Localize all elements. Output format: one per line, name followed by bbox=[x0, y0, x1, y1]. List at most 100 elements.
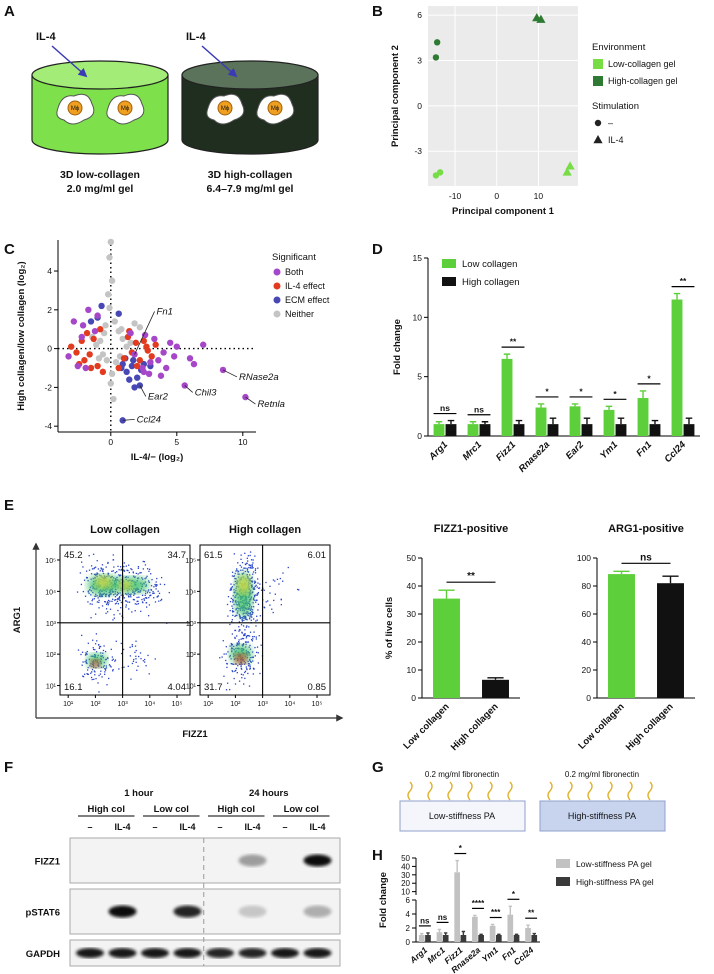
legend-swatch bbox=[273, 282, 281, 290]
density-dot bbox=[93, 567, 96, 569]
density-dot bbox=[92, 598, 94, 600]
density-dot bbox=[234, 629, 237, 632]
density-dot bbox=[241, 677, 243, 679]
density-dot bbox=[117, 603, 120, 605]
density-dot bbox=[245, 635, 248, 638]
fibronectin bbox=[407, 781, 513, 801]
density-dot bbox=[160, 598, 163, 601]
density-dot bbox=[250, 619, 252, 621]
legend-label: Both bbox=[285, 267, 304, 277]
point bbox=[65, 353, 72, 360]
density-dot bbox=[229, 656, 231, 658]
point bbox=[562, 167, 572, 176]
density-dot bbox=[90, 672, 92, 674]
x-tick-label: Ccl24 bbox=[662, 439, 688, 465]
x-tick-label: 10⁴ bbox=[284, 701, 295, 708]
x-tick-label: 10 bbox=[238, 437, 248, 447]
stimulus-arrow bbox=[201, 45, 238, 78]
density-dot bbox=[97, 644, 100, 646]
significance-label: ns bbox=[440, 403, 450, 413]
density-dot bbox=[226, 666, 228, 669]
point bbox=[107, 380, 115, 387]
density-dot bbox=[93, 573, 96, 576]
density-dot bbox=[231, 575, 234, 577]
row-label: GAPDH bbox=[26, 949, 60, 960]
panel-label: B bbox=[372, 3, 383, 20]
blot-band bbox=[238, 905, 267, 918]
density-dot bbox=[138, 655, 140, 658]
density-dot bbox=[249, 554, 251, 557]
time-label: 24 hours bbox=[249, 788, 289, 799]
density-dot bbox=[242, 644, 244, 646]
y-tick-label: 40 bbox=[407, 581, 417, 591]
density-dot bbox=[144, 594, 146, 597]
point bbox=[120, 355, 128, 362]
y-tick-label: 0 bbox=[411, 693, 416, 703]
density-dot bbox=[237, 643, 239, 645]
legend-label: Low-stiffness PA gel bbox=[576, 859, 652, 869]
y-tick-label: 10 bbox=[401, 888, 410, 897]
x-tick-label: Ccl24 bbox=[512, 945, 536, 967]
significance-label: ** bbox=[510, 337, 517, 347]
density-dot bbox=[99, 646, 101, 648]
density-dot bbox=[254, 585, 256, 588]
density-dot bbox=[127, 592, 129, 594]
bar bbox=[454, 872, 461, 942]
density-dot bbox=[87, 642, 89, 644]
y-axis-label: High collagen/low collagen (log₂) bbox=[16, 261, 27, 410]
cell-label: Mϕ bbox=[271, 106, 280, 112]
density-dot bbox=[253, 587, 255, 589]
error-bar bbox=[461, 930, 466, 935]
density-dot bbox=[229, 600, 232, 603]
density-dot bbox=[82, 675, 84, 677]
blot-band bbox=[303, 854, 332, 867]
density-dot bbox=[232, 595, 234, 597]
density-dot bbox=[231, 605, 233, 607]
density-dot bbox=[246, 641, 248, 643]
significance-label: * bbox=[579, 386, 583, 396]
density-dot bbox=[118, 598, 120, 601]
annotation-leader bbox=[134, 311, 155, 355]
density-dot bbox=[254, 555, 256, 557]
quadrant-percent: 45.2 bbox=[64, 550, 83, 561]
density-dot bbox=[82, 661, 84, 663]
density-dot bbox=[235, 609, 237, 611]
legend-swatch bbox=[273, 268, 281, 276]
substrate bbox=[539, 800, 666, 832]
density-dot bbox=[87, 666, 89, 669]
point bbox=[91, 327, 99, 335]
density-dot bbox=[251, 565, 253, 567]
density-dot bbox=[237, 562, 239, 564]
density-dot bbox=[149, 591, 151, 594]
density-dot bbox=[144, 577, 146, 580]
density-dot bbox=[248, 635, 251, 637]
density-dot bbox=[263, 606, 265, 608]
density-dot bbox=[232, 610, 235, 613]
density-dot bbox=[260, 589, 263, 591]
density-dot bbox=[249, 644, 251, 647]
density-dot bbox=[153, 586, 155, 588]
density-dot bbox=[95, 574, 97, 576]
density-dot bbox=[241, 620, 244, 622]
density-dot bbox=[241, 632, 243, 634]
density-dot bbox=[238, 644, 240, 646]
density-dot bbox=[249, 612, 251, 614]
density-dot bbox=[94, 595, 97, 597]
density-dot bbox=[150, 589, 153, 591]
quadrant-percent: 6.01 bbox=[308, 550, 327, 561]
legend-swatch bbox=[273, 296, 281, 304]
density-dot bbox=[154, 583, 156, 586]
density-dot bbox=[251, 584, 253, 586]
density-dot bbox=[233, 575, 235, 578]
density-dot bbox=[133, 658, 135, 661]
density-dot bbox=[232, 598, 234, 601]
nucleus bbox=[67, 100, 83, 116]
density-dot bbox=[105, 566, 107, 568]
density-dot bbox=[128, 564, 130, 566]
density-dot bbox=[137, 573, 139, 575]
density-dot bbox=[238, 639, 240, 641]
density-dot bbox=[110, 666, 112, 668]
density-dot bbox=[112, 598, 114, 600]
density-dot bbox=[240, 664, 242, 666]
density-dot bbox=[144, 597, 147, 599]
